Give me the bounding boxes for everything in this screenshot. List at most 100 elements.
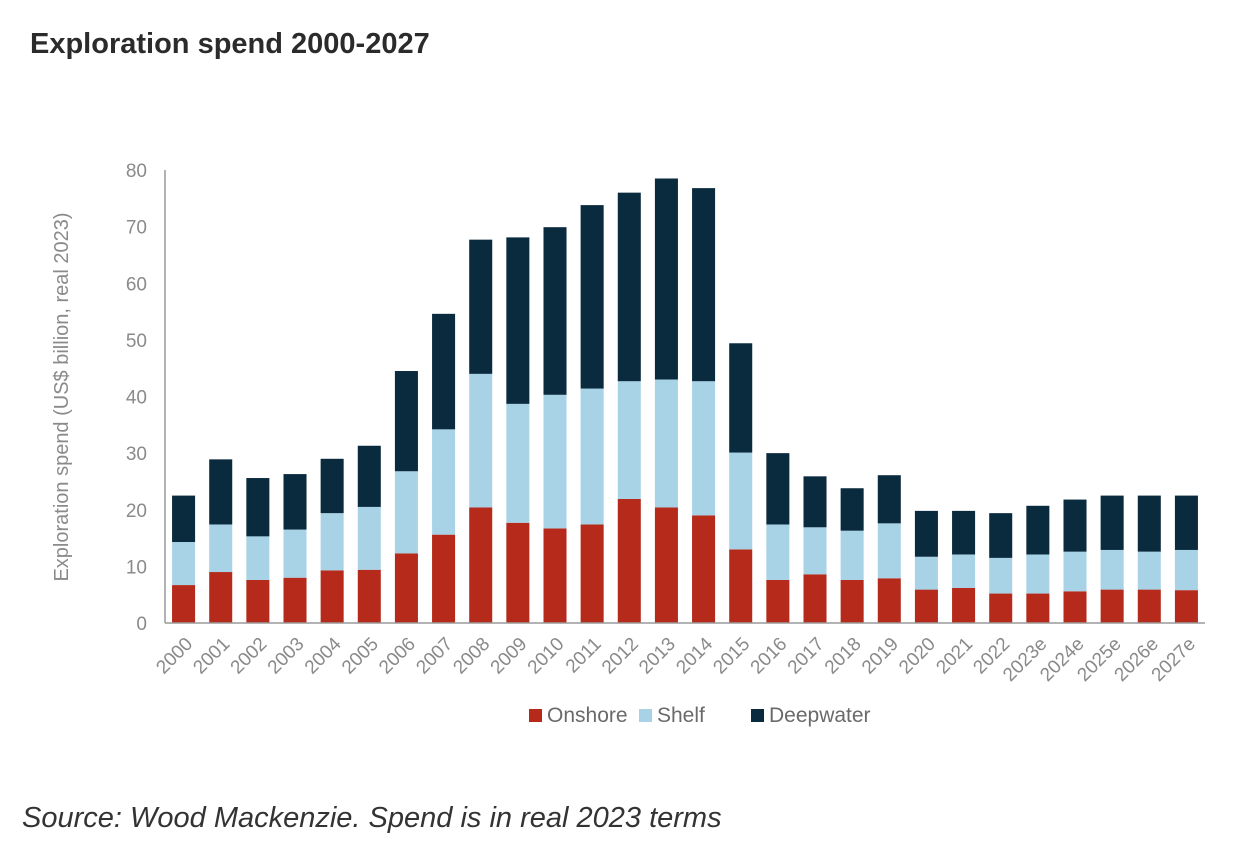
x-tick-label: 2015 [709, 634, 754, 679]
legend-swatch [639, 709, 652, 722]
bar-shelf-2000 [172, 542, 196, 586]
bar-deepwater-2003 [283, 474, 307, 530]
bars-layer [172, 178, 1198, 623]
bar-shelf-2020 [914, 556, 938, 590]
bar-onshore-2004 [320, 570, 344, 623]
bar-onshore-2026e [1137, 589, 1161, 623]
bar-onshore-2020 [914, 589, 938, 623]
bar-deepwater-2013 [654, 178, 678, 380]
y-tick-label: 80 [126, 161, 147, 182]
bar-deepwater-2019 [877, 475, 901, 524]
bar-deepwater-2009 [506, 237, 530, 404]
x-tick-label: 2013 [635, 634, 680, 679]
bar-deepwater-2000 [172, 495, 196, 543]
bar-shelf-2023e [1026, 554, 1050, 594]
source-note: Source: Wood Mackenzie. Spend is in real… [22, 802, 722, 834]
bar-deepwater-2014 [692, 188, 716, 382]
bar-deepwater-2017 [803, 476, 827, 528]
bar-deepwater-2016 [766, 453, 790, 525]
bar-onshore-2001 [209, 572, 233, 623]
bar-shelf-2015 [729, 452, 753, 550]
x-tick-label: 2021 [932, 634, 977, 679]
bar-deepwater-2027e [1174, 495, 1198, 550]
x-tick-label: 2009 [487, 634, 532, 679]
bar-deepwater-2012 [617, 192, 641, 382]
bar-onshore-2007 [432, 534, 456, 623]
y-tick-label: 40 [126, 388, 147, 409]
bar-shelf-2006 [394, 471, 418, 554]
bar-onshore-2022 [989, 593, 1013, 623]
bar-onshore-2023e [1026, 593, 1050, 623]
bar-deepwater-2004 [320, 458, 344, 514]
bar-deepwater-2005 [357, 445, 381, 507]
y-tick-label: 20 [126, 501, 147, 522]
bar-onshore-2002 [246, 579, 270, 623]
bar-shelf-2019 [877, 523, 901, 579]
y-tick-label: 70 [126, 218, 147, 239]
bar-shelf-2022 [989, 557, 1013, 594]
legend-item-deepwater: Deepwater [751, 704, 871, 727]
bar-deepwater-2007 [432, 313, 456, 430]
bar-onshore-2016 [766, 579, 790, 623]
bar-deepwater-2022 [989, 513, 1013, 558]
x-tick-label: 2002 [227, 634, 272, 679]
bar-shelf-2002 [246, 536, 270, 580]
bar-shelf-2004 [320, 513, 344, 571]
x-tick-label: 2012 [598, 634, 643, 679]
bar-onshore-2003 [283, 577, 307, 623]
bar-onshore-2014 [692, 515, 716, 623]
legend-swatch [529, 709, 542, 722]
legend-label: Deepwater [769, 704, 871, 727]
y-tick-label: 0 [136, 614, 147, 635]
bar-onshore-2013 [654, 507, 678, 623]
x-tick-label: 2003 [264, 634, 309, 679]
x-tick-label: 2006 [375, 634, 420, 679]
bar-onshore-2000 [172, 585, 196, 623]
bar-shelf-2011 [580, 388, 604, 525]
x-tick-label: 2005 [338, 634, 383, 679]
bar-shelf-2008 [469, 373, 493, 508]
x-tick-label: 2016 [747, 634, 792, 679]
stacked-bar-chart: 2000200120022003200420052006200720082009… [51, 161, 1205, 727]
bar-onshore-2012 [617, 498, 641, 623]
bar-deepwater-2020 [914, 510, 938, 557]
legend-item-shelf: Shelf [639, 704, 705, 727]
x-tick-label: 2007 [412, 634, 457, 679]
legend-label: Shelf [657, 704, 705, 727]
bar-shelf-2025e [1100, 549, 1124, 590]
bar-deepwater-2010 [543, 227, 567, 395]
bar-deepwater-2025e [1100, 495, 1124, 550]
x-tick-label: 2020 [895, 634, 940, 679]
bar-onshore-2006 [394, 553, 418, 623]
bar-shelf-2005 [357, 506, 381, 570]
bar-shelf-2010 [543, 394, 567, 529]
bar-onshore-2005 [357, 569, 381, 623]
x-tick-label: 2018 [821, 634, 866, 679]
bar-onshore-2017 [803, 574, 827, 623]
x-tick-labels: 2000200120022003200420052006200720082009… [152, 633, 1200, 686]
bar-shelf-2014 [692, 381, 716, 516]
bar-deepwater-2026e [1137, 495, 1161, 552]
y-tick-label: 30 [126, 444, 147, 465]
legend-item-onshore: Onshore [529, 704, 628, 727]
bar-shelf-2013 [654, 379, 678, 508]
bar-deepwater-2006 [394, 371, 418, 472]
y-tick-label: 10 [126, 557, 147, 578]
y-axis-label: Exploration spend (US$ billion, real 202… [51, 212, 73, 581]
bar-onshore-2008 [469, 507, 493, 623]
legend-label: Onshore [547, 704, 628, 727]
x-tick-label: 2011 [562, 634, 606, 678]
bar-onshore-2027e [1174, 590, 1198, 623]
bar-onshore-2021 [952, 587, 976, 623]
bar-deepwater-2024e [1063, 499, 1087, 552]
bar-deepwater-2008 [469, 239, 493, 374]
bar-shelf-2009 [506, 403, 530, 523]
bar-deepwater-2015 [729, 343, 753, 453]
bar-onshore-2015 [729, 549, 753, 623]
bar-onshore-2024e [1063, 591, 1087, 623]
bar-shelf-2024e [1063, 551, 1087, 592]
bar-deepwater-2001 [209, 459, 233, 525]
bar-onshore-2010 [543, 528, 567, 623]
bar-onshore-2025e [1100, 589, 1124, 623]
bar-shelf-2001 [209, 524, 233, 573]
